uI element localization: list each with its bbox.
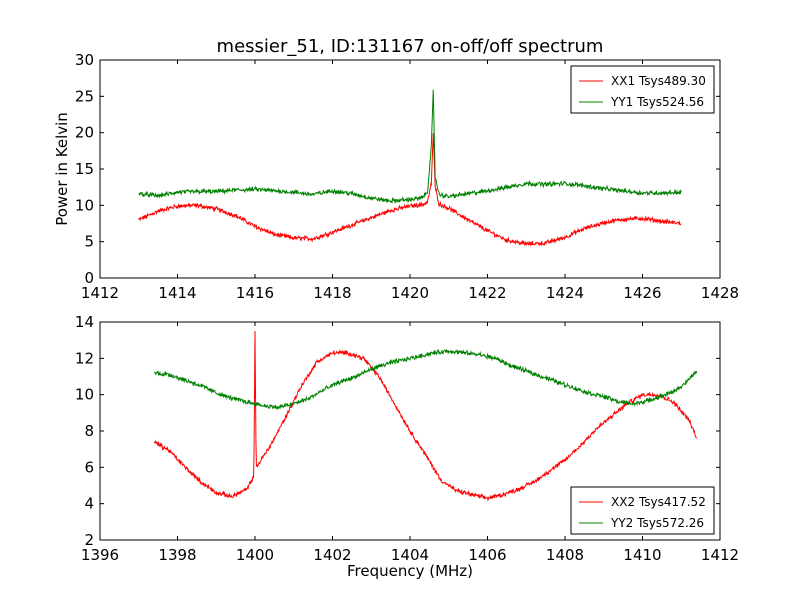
legend-entry: YY2 Tsys572.26 [610,516,704,530]
legend: XX1 Tsys489.30 YY1 Tsys524.56 [570,65,715,114]
y-tick-label: 8 [84,422,94,440]
y-tick-label: 15 [75,160,94,178]
y-tick-label: 14 [75,313,94,331]
chart-panel-2: 1396 1398 1400 1402 1404 1406 1408 1410 14122468… [75,313,739,580]
series-line-xx1 [138,133,682,247]
x-tick-label: 1402 [313,546,351,564]
y-tick-label: 10 [75,196,94,214]
x-tick-label: 1406 [468,546,506,564]
x-tick-label: 1408 [546,546,584,564]
y-tick-label: 6 [84,458,94,476]
x-tick-label: 1416 [236,284,274,302]
x-tick-label: 1398 [158,546,196,564]
legend-entry: YY1 Tsys524.56 [610,95,704,109]
y-tick-label: 0 [84,269,94,287]
x-tick-label: 1424 [546,284,584,302]
y-tick-label: 20 [75,124,94,142]
x-tick-label: 1420 [391,284,429,302]
y-tick-label: 4 [84,495,94,513]
legend-box [570,486,715,535]
chart-panel-1: 1412 1414 1416 1418 1420 1422 1424 1426 1428 0 5 10… [53,51,739,302]
y-tick-label: 25 [75,87,94,105]
series-line-xx2 [153,330,698,502]
y-tick-label: 12 [75,349,94,367]
x-tick-label: 1418 [313,284,351,302]
x-tick-label: 1426 [623,284,661,302]
x-tick-label: 1412 [81,284,119,302]
y-tick-label: 10 [75,386,94,404]
y-tick-label: 2 [84,531,94,549]
x-tick-label: 1396 [81,546,119,564]
series-line-yy2 [153,348,698,411]
x-tick-label: 1422 [468,284,506,302]
legend-entry: XX1 Tsys489.30 [611,74,706,88]
x-tick-label: 1412 [701,546,739,564]
x-tick-label: 1414 [158,284,196,302]
legend: XX2 Tsys417.52 YY2 Tsys572.26 [570,486,715,535]
plots-layer: 1412 1414 1416 1418 1420 1422 1424 1426 14280510… [53,51,739,580]
x-tick-label: 1400 [236,546,274,564]
x-tick-label: 1428 [701,284,739,302]
series-line-yy1 [138,89,682,204]
x-tick-label: 1404 [391,546,429,564]
x-axis-label: Frequency (MHz) [347,562,473,580]
y-tick-label: 5 [84,233,94,251]
y-axis-label: Power in Kelvin [53,112,71,226]
legend-entry: XX2 Tsys417.52 [611,495,706,509]
legend-box [570,65,715,114]
x-tick-label: 1410 [623,546,661,564]
figure-title: messier_51, ID:131167 on-off/off spectru… [217,36,604,57]
y-tick-label: 30 [75,51,94,69]
